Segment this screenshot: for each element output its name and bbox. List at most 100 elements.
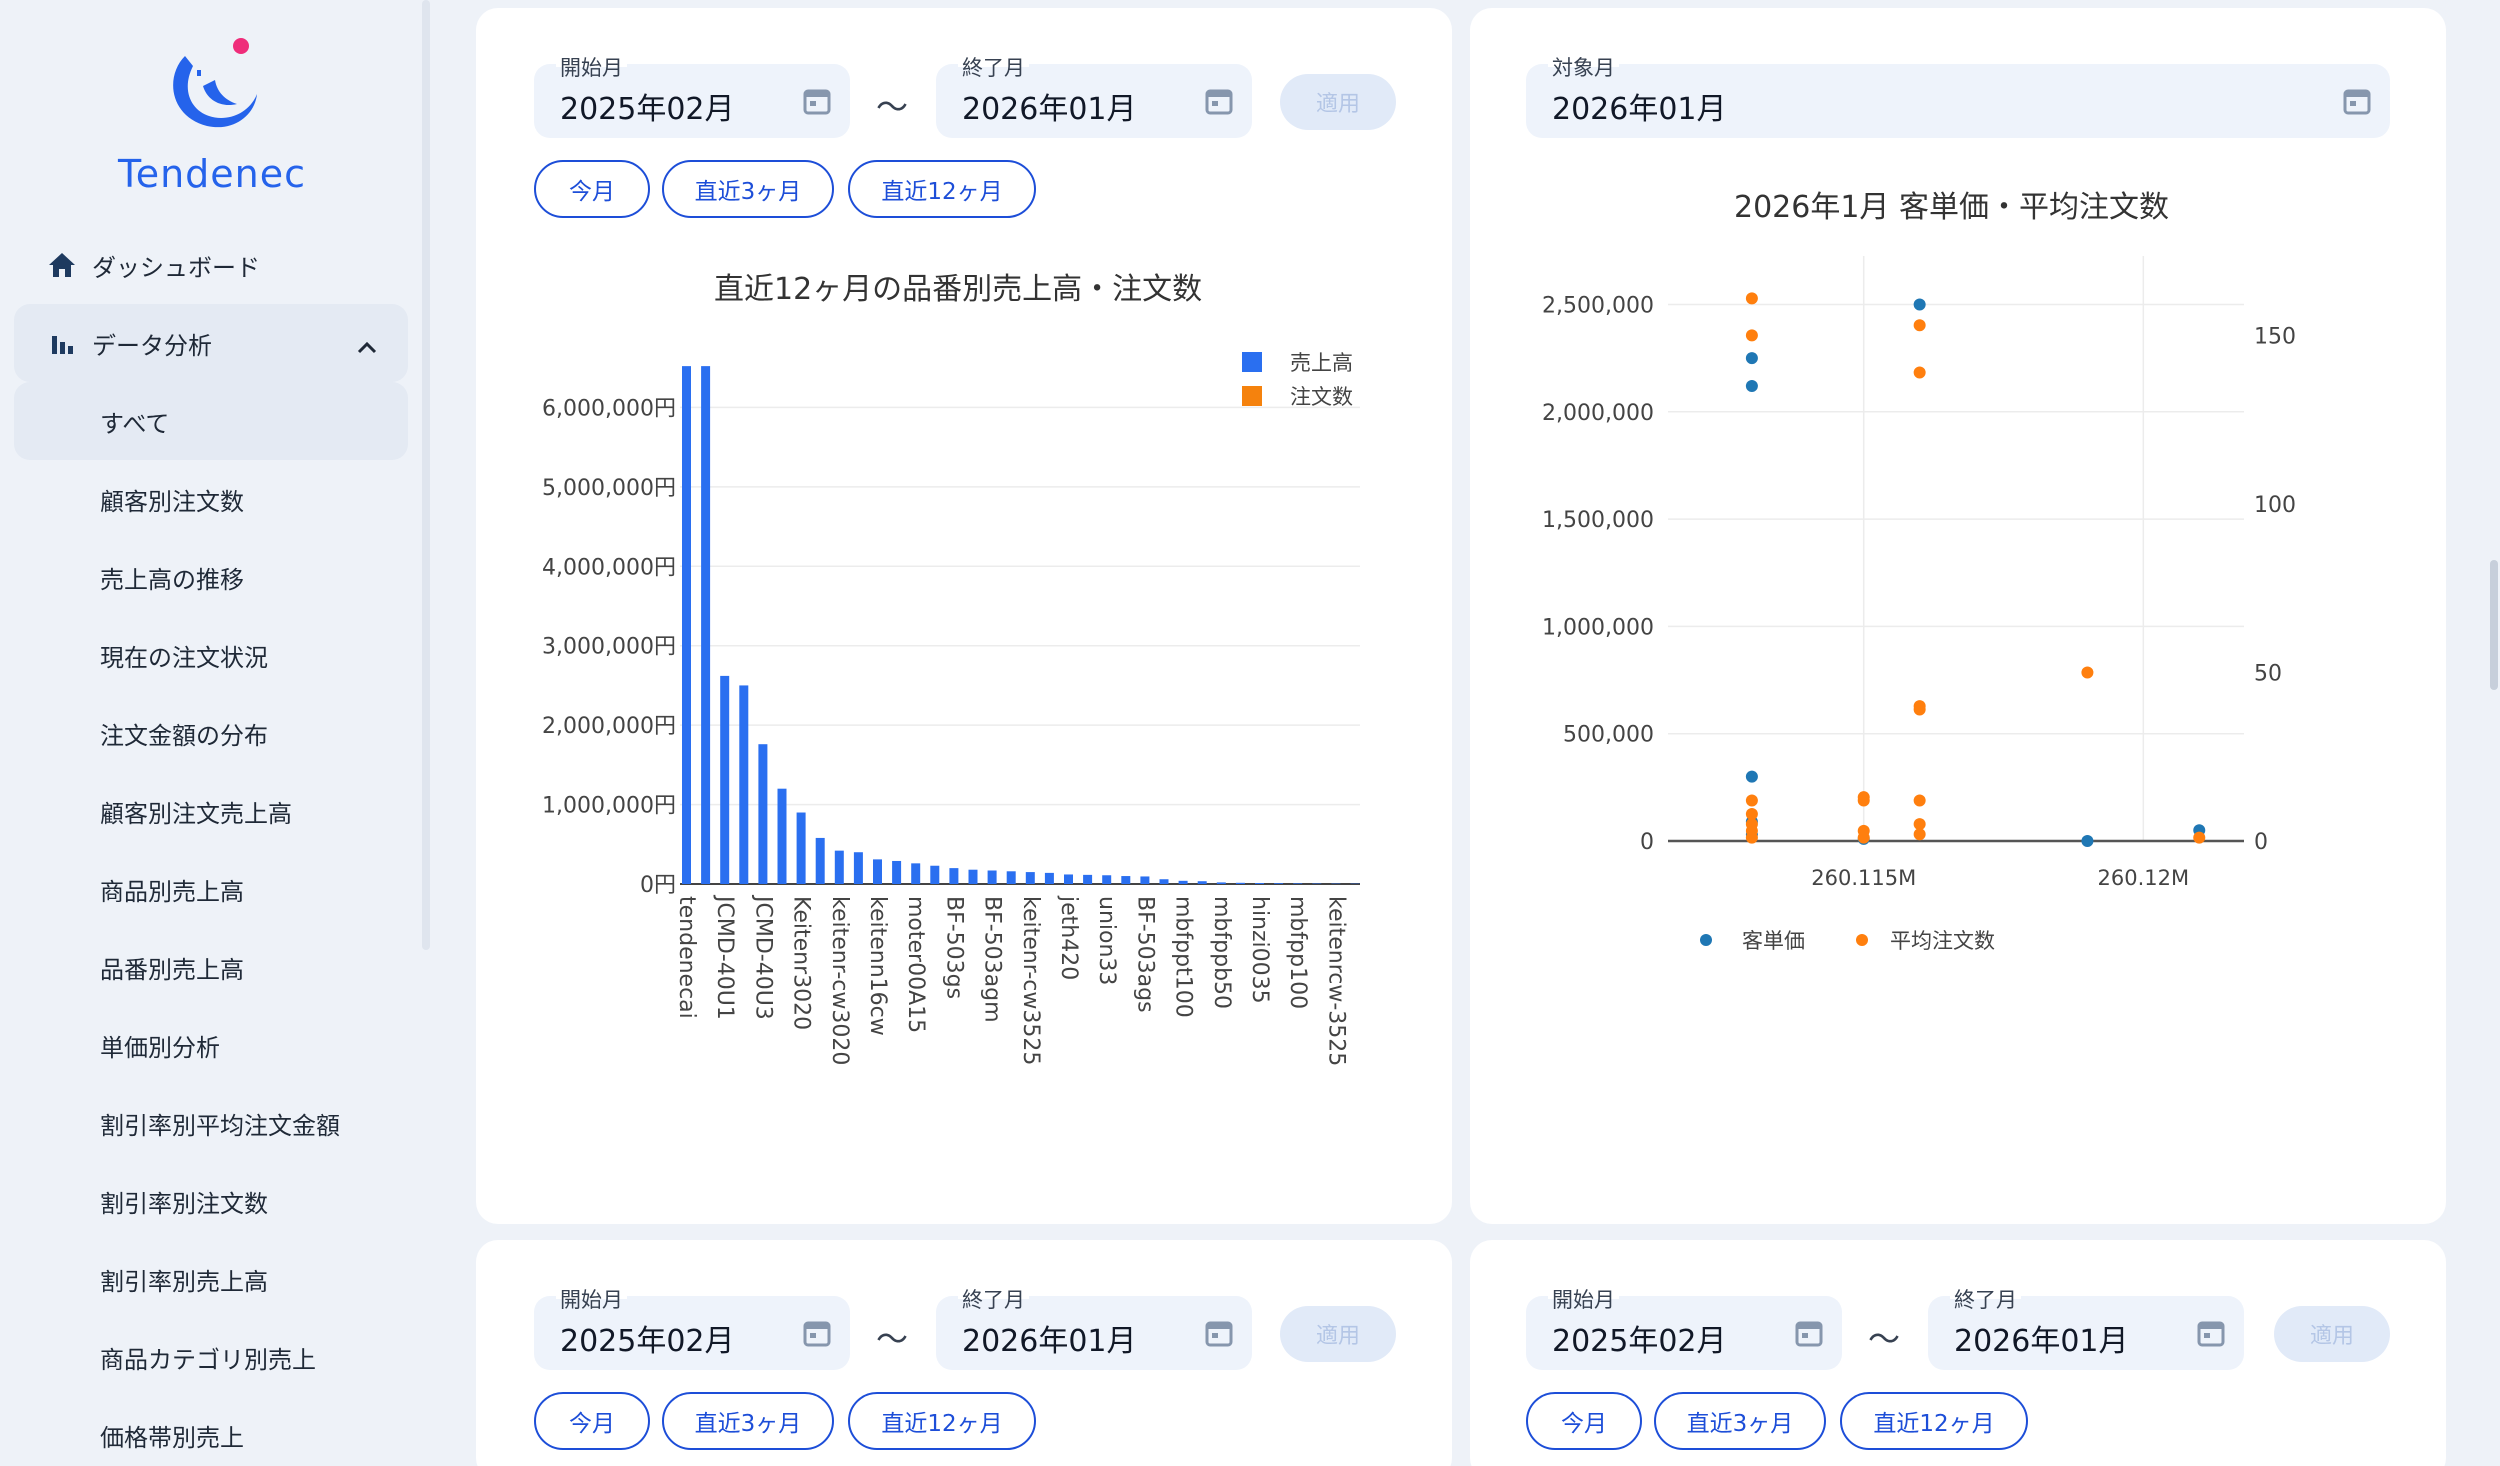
start-month-field[interactable]: 開始月 2025年02月 [534, 1284, 850, 1370]
scatter-point [1913, 366, 1926, 379]
x-tick-label: union33 [1094, 896, 1119, 985]
sidebar-subitem[interactable]: すべて [14, 382, 408, 460]
y-tick-label: 6,000,000円 [542, 396, 676, 421]
card-sales-by-part-number: 開始月 2025年02月 〜 終了月 2026年01月 適用 今月 直近3ヶ月 … [476, 8, 1452, 1224]
y-tick-label: 5,000,000円 [542, 476, 676, 501]
bar [815, 837, 825, 884]
bar [873, 859, 882, 884]
sidebar-subitem[interactable]: 注文金額の分布 [14, 694, 408, 772]
y-tick-label: 500,000 [1563, 723, 1654, 748]
calendar-icon[interactable] [802, 86, 832, 120]
start-month-field[interactable]: 開始月 2025年02月 [534, 52, 850, 138]
sidebar-subitem[interactable]: 品番別売上高 [14, 928, 408, 1006]
sidebar-subitem[interactable]: 顧客別注文数 [14, 460, 408, 538]
this-month-button[interactable]: 今月 [534, 160, 650, 218]
y-tick-label: 1,000,000円 [542, 794, 676, 819]
this-month-button[interactable]: 今月 [534, 1392, 650, 1450]
apply-button[interactable]: 適用 [1280, 1306, 1396, 1362]
start-month-value: 2025年02月 [560, 1324, 735, 1359]
legend-label: 売上高 [1290, 351, 1353, 375]
x-tick-label: mbfpp100 [1285, 896, 1310, 1009]
sidebar-subitem[interactable]: 現在の注文状況 [14, 616, 408, 694]
sidebar-subitem-label: 現在の注文状況 [100, 643, 268, 672]
calendar-icon[interactable] [2342, 86, 2372, 120]
sidebar: Tendenec ダッシュボード データ分析 すべて 顧客別注文数 売上高の推移現在… [0, 0, 430, 1466]
x-tick-label: mbfppt100 [1171, 896, 1196, 1018]
x-tick-label: keitenn16cw [865, 896, 890, 1036]
bar [777, 788, 787, 884]
sidebar-subitem[interactable]: 商品カテゴリ別売上 [14, 1318, 408, 1396]
scatter-point [1745, 292, 1758, 305]
legend-marker [1700, 934, 1712, 946]
calendar-icon[interactable] [1204, 1318, 1234, 1352]
legend-marker [1856, 934, 1868, 946]
end-month-field[interactable]: 終了月 2026年01月 [936, 52, 1252, 138]
y2-tick-label: 100 [2254, 493, 2296, 518]
start-month-field[interactable]: 開始月 2025年02月 [1526, 1284, 1842, 1370]
scatter-point [1745, 352, 1758, 365]
scatter-point [1745, 770, 1758, 783]
sidebar-subitem-label: 単価別分析 [100, 1033, 220, 1062]
x-tick-label: BF-503agm [980, 896, 1005, 1023]
y2-tick-label: 50 [2254, 661, 2282, 686]
sidebar-subitem[interactable]: 価格帯別売上 [14, 1396, 408, 1466]
bar [1293, 883, 1303, 884]
end-month-value: 2026年01月 [962, 1324, 1137, 1359]
scatter-point [1745, 329, 1758, 342]
sidebar-subitem[interactable]: 単価別分析 [14, 1006, 408, 1084]
apply-button[interactable]: 適用 [1280, 74, 1396, 130]
sidebar-subitem[interactable]: 割引率別注文数 [14, 1162, 408, 1240]
end-month-value: 2026年01月 [962, 92, 1137, 127]
y-tick-label: 1,500,000 [1542, 508, 1654, 533]
this-month-button[interactable]: 今月 [1526, 1392, 1642, 1450]
y-tick-label: 2,000,000円 [542, 714, 676, 739]
sidebar-item-dashboard[interactable]: ダッシュボード [14, 226, 408, 304]
sidebar-subitem[interactable]: 商品別売上高 [14, 850, 408, 928]
calendar-icon[interactable] [1794, 1318, 1824, 1352]
sidebar-subitem[interactable]: 割引率別売上高 [14, 1240, 408, 1318]
sidebar-subitem-label: 商品カテゴリ別売上 [100, 1345, 316, 1374]
last-12-months-button[interactable]: 直近12ヶ月 [1840, 1392, 2028, 1450]
target-month-value: 2026年01月 [1552, 92, 1727, 127]
chevron-up-icon[interactable] [356, 332, 378, 360]
last-3-months-button[interactable]: 直近3ヶ月 [662, 1392, 834, 1450]
sidebar-subitem-label: 商品別売上高 [100, 877, 244, 906]
last-12-months-button[interactable]: 直近12ヶ月 [848, 160, 1036, 218]
main-scrollbar[interactable] [2490, 560, 2498, 690]
bar [1102, 875, 1112, 884]
sidebar-subitem[interactable]: 割引率別平均注文金額 [14, 1084, 408, 1162]
scatter-point [1857, 831, 1870, 844]
end-month-field[interactable]: 終了月 2026年01月 [936, 1284, 1252, 1370]
app-name: Tendenec [117, 152, 307, 196]
last-12-months-button[interactable]: 直近12ヶ月 [848, 1392, 1036, 1450]
x-tick-label: JCMD-40U1 [712, 894, 737, 1020]
y-tick-label: 0円 [640, 873, 676, 898]
end-month-label: 終了月 [958, 52, 1029, 82]
bar [892, 860, 902, 884]
x-tick-label: keitenrcw-3525 [1323, 896, 1348, 1066]
card-bottom-right: 開始月 2025年02月 〜 終了月 2026年01月 適用 今月 直近3ヶ月 … [1470, 1240, 2446, 1466]
sidebar-subitem-label: 価格帯別売上 [100, 1423, 244, 1452]
end-month-field[interactable]: 終了月 2026年01月 [1928, 1284, 2244, 1370]
bar [682, 366, 691, 884]
bar [1178, 880, 1188, 884]
calendar-icon[interactable] [2196, 1318, 2226, 1352]
last-3-months-button[interactable]: 直近3ヶ月 [662, 160, 834, 218]
sidebar-item-data-analysis[interactable]: データ分析 [14, 304, 408, 382]
sidebar-scrollbar[interactable] [422, 0, 430, 950]
sidebar-subitem[interactable]: 顧客別注文売上高 [14, 772, 408, 850]
apply-button[interactable]: 適用 [2274, 1306, 2390, 1362]
range-tilde: 〜 [1868, 1320, 1901, 1358]
sidebar-item-label: ダッシュボード [92, 253, 260, 282]
sidebar-subitem[interactable]: 売上高の推移 [14, 538, 408, 616]
last-3-months-button[interactable]: 直近3ヶ月 [1654, 1392, 1826, 1450]
bar [987, 870, 997, 884]
calendar-icon[interactable] [1204, 86, 1234, 120]
legend-label: 平均注文数 [1890, 929, 1995, 953]
bar [1044, 872, 1054, 884]
target-month-field[interactable]: 対象月 2026年01月 [1526, 52, 2390, 138]
logo[interactable]: Tendenec [0, 36, 424, 196]
bar [758, 744, 768, 884]
calendar-icon[interactable] [802, 1318, 832, 1352]
legend-label: 客単価 [1742, 929, 1805, 953]
